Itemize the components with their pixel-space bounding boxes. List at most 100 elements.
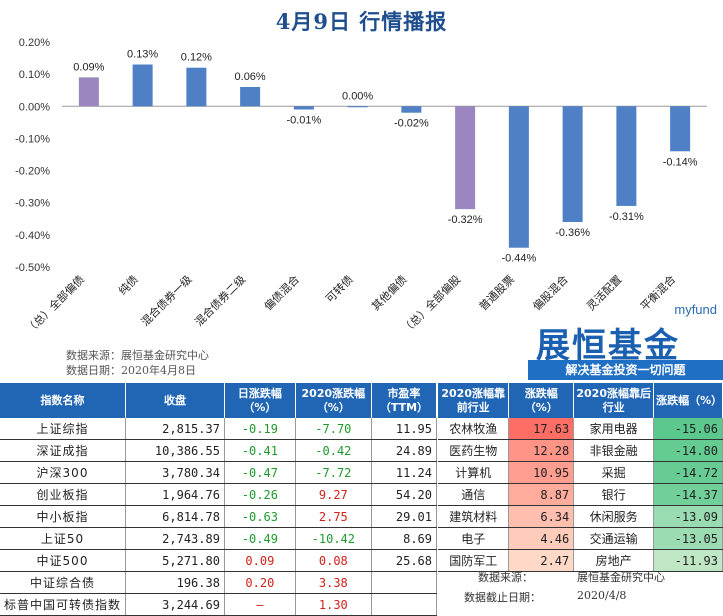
chart-date-line: 数据日期：2020年4月8日 — [66, 364, 196, 377]
table-row: 中证500 5,271.80 0.09 0.08 25.68 — [0, 549, 438, 572]
bottom-industry: 交通运输 — [573, 527, 655, 550]
x-category-label: 混合债券二级 — [192, 272, 249, 329]
y-tick-label: -0.40% — [15, 230, 50, 242]
table-row: 沪深300 3,780.34 -0.47 -7.72 11.24 — [0, 461, 438, 484]
top-industry: 电子 — [438, 527, 510, 550]
y-tick-label: -0.50% — [15, 262, 50, 274]
top-change: 2.47 — [508, 549, 575, 572]
top-change: 10.95 — [508, 461, 575, 484]
bar — [670, 106, 691, 152]
table-row: 通信 8.87 银行 -14.37 — [438, 483, 723, 506]
footer-date-label: 数据截止日期： — [464, 591, 541, 604]
index-table: 指数名称 收盘 日涨跌幅（%） 2020涨跌幅（%） 市盈率（TTM） 上证综指 2,81… — [0, 383, 438, 616]
close-value: 6,814.78 — [125, 505, 225, 528]
top-industry: 国防军工 — [438, 549, 510, 572]
page-title: 4月9日 行情播报 — [275, 9, 448, 34]
top-industry: 医药生物 — [438, 439, 510, 462]
bottom-industry: 家用电器 — [573, 418, 655, 440]
close-value: 3,244.69 — [125, 593, 225, 616]
table-row: 国防军工 2.47 房地产 -11.93 — [438, 549, 723, 572]
logo-english: myfund — [674, 302, 717, 317]
bottom-change: -11.93 — [653, 549, 723, 572]
bar — [293, 106, 314, 110]
bar-data-label: 0.06% — [235, 71, 266, 83]
index-name: 中小板指 — [0, 505, 127, 528]
x-category-label: 混合债券一级 — [138, 272, 195, 329]
table-row: 中小板指 6,814.78 -0.63 2.75 29.01 — [0, 505, 438, 528]
table-row: 医药生物 12.28 非银金融 -14.80 — [438, 439, 723, 462]
daily-change: -0.63 — [224, 505, 296, 528]
top-change: 6.34 — [508, 505, 575, 528]
index-name: 沪深300 — [0, 461, 127, 484]
bottom-change: -14.80 — [653, 439, 723, 462]
industry-table: 2020涨幅靠前行业 涨跌幅（%） 2020涨幅靠后行业 涨跌幅（%） 农林牧渔 17.… — [438, 383, 723, 572]
ytd-change: -10.42 — [295, 527, 372, 550]
index-header-cell: 日涨跌幅（%） — [224, 383, 296, 418]
bar — [78, 77, 99, 107]
bottom-change: -15.06 — [653, 418, 723, 440]
x-category-label: 可转债 — [323, 272, 356, 305]
bottom-industry: 非银金融 — [573, 439, 655, 462]
industry-header-cell: 涨跌幅（%） — [653, 383, 723, 418]
ytd-change: -0.42 — [295, 439, 372, 462]
index-name: 上证50 — [0, 527, 127, 550]
industry-header-cell: 2020涨幅靠后行业 — [573, 383, 655, 418]
ytd-change: 3.38 — [295, 571, 372, 594]
bottom-change: -13.05 — [653, 527, 723, 550]
chart-source-line: 数据来源：展恒基金研究中心 — [66, 349, 209, 362]
bottom-industry: 采掘 — [573, 461, 655, 484]
bar-data-label: -0.44% — [501, 253, 536, 265]
x-category-label: 其他偏债 — [368, 272, 409, 313]
y-tick-label: -0.10% — [15, 133, 50, 145]
top-industry: 通信 — [438, 483, 510, 506]
bar-data-label: -0.36% — [555, 227, 590, 239]
close-value: 3,780.34 — [125, 461, 225, 484]
table-row: 建筑材料 6.34 休闲服务 -13.09 — [438, 505, 723, 528]
ytd-change: 2.75 — [295, 505, 372, 528]
bar-data-label: -0.31% — [609, 211, 644, 223]
table-row: 标普中国可转债指数 3,244.69–1.30 — [0, 593, 438, 616]
bar — [186, 67, 207, 107]
ytd-change: -7.70 — [295, 418, 372, 440]
bottom-change: -13.09 — [653, 505, 723, 528]
bar-data-label: -0.01% — [286, 115, 321, 127]
industry-header-cell: 2020涨幅靠前行业 — [438, 383, 510, 418]
index-name: 创业板指 — [0, 483, 127, 506]
top-industry: 农林牧渔 — [438, 418, 510, 440]
index-name: 上证综指 — [0, 418, 127, 440]
index-header-cell: 2020涨跌幅（%） — [295, 383, 372, 418]
index-table-header: 指数名称 收盘 日涨跌幅（%） 2020涨跌幅（%） 市盈率（TTM） — [0, 383, 438, 418]
y-tick-label: 0.10% — [19, 69, 50, 81]
fund-returns-bar-chart: 0.20% 0.10% 0.00% -0.10% -0.20% -0.30% -0.40% -… — [15, 37, 707, 337]
bar-data-label: 0.09% — [73, 61, 104, 73]
table-row: 电子 4.46 交通运输 -13.05 — [438, 527, 723, 550]
logo-chinese: 展恒基金 — [536, 326, 680, 366]
daily-change: -0.41 — [224, 439, 296, 462]
table-row: 上证综指 2,815.37 -0.19 -7.70 11.95 — [0, 418, 438, 440]
y-tick-label: 0.00% — [19, 101, 50, 113]
index-header-cell: 收盘 — [125, 383, 225, 418]
bar-data-label: -0.32% — [448, 214, 483, 226]
bottom-change: -14.72 — [653, 461, 723, 484]
close-value: 196.38 — [125, 571, 225, 594]
table-row: 农林牧渔 17.63 家用电器 -15.06 — [438, 418, 723, 440]
ytd-change: -7.72 — [295, 461, 372, 484]
brand-logo: myfund 展恒基金 解决基金投资一切问题 — [528, 302, 723, 382]
pe-ttm: 29.01 — [371, 505, 438, 528]
index-name: 深证成指 — [0, 439, 127, 462]
x-category-label: 普通股票 — [476, 272, 517, 313]
index-name: 中证综合债 — [0, 571, 127, 594]
bar — [508, 106, 529, 248]
bar-data-label: 0.13% — [127, 49, 158, 61]
bar — [562, 106, 583, 222]
bar — [347, 106, 368, 108]
close-value: 2,815.37 — [125, 418, 225, 440]
close-value: 5,271.80 — [125, 549, 225, 572]
table-row: 上证50 2,743.89 -0.49 -10.42 8.69 — [0, 527, 438, 550]
bar-data-label: -0.14% — [663, 156, 698, 168]
title-bar: 4月9日 行情播报 — [0, 0, 723, 36]
pe-ttm: 11.24 — [371, 461, 438, 484]
x-category-label: 偏债混合 — [261, 272, 302, 313]
bar — [616, 106, 637, 206]
logo-slogan: 解决基金投资一切问题 — [528, 360, 723, 380]
